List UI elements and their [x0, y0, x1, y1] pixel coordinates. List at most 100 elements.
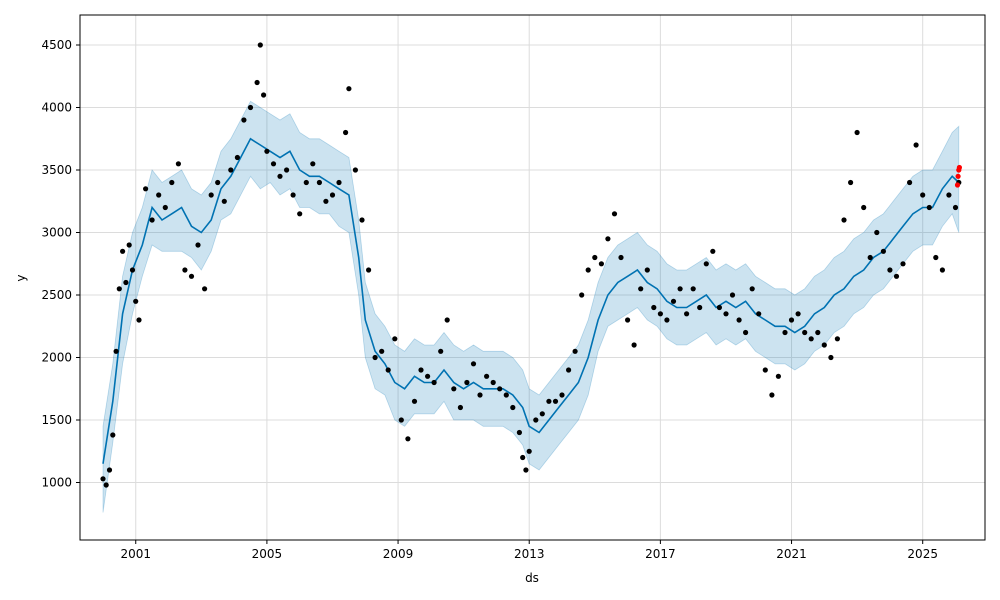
observed-point — [618, 254, 624, 261]
observed-point — [113, 348, 119, 354]
observed-point — [939, 267, 946, 273]
observed-point — [221, 198, 227, 204]
observed-point — [808, 336, 814, 342]
observed-point — [257, 42, 263, 48]
observed-point — [690, 286, 696, 292]
x-tick-label: 2001 — [120, 547, 151, 561]
observed-point — [379, 348, 385, 354]
observed-point — [392, 336, 398, 342]
observed-point — [234, 154, 240, 161]
observed-point — [631, 342, 637, 348]
plot-frame — [79, 14, 986, 541]
y-axis-ticks: 1000 1500 2000 2500 3000 3500 4000 4500 — [41, 38, 80, 490]
observed-point — [592, 254, 598, 261]
observed-point — [821, 342, 827, 348]
observed-point — [670, 298, 677, 304]
observed-point — [202, 286, 208, 292]
observed-point — [247, 104, 254, 111]
observed-point — [762, 367, 768, 373]
observed-point — [664, 317, 670, 323]
observed-point — [149, 217, 155, 223]
forecast-path — [102, 137, 960, 464]
observed-point — [782, 329, 788, 336]
observed-point — [729, 292, 736, 298]
y-tick-label: 1500 — [41, 413, 72, 427]
observed-point — [795, 311, 801, 317]
observed-point — [336, 179, 342, 186]
observed-point — [438, 348, 444, 354]
observed-point — [716, 304, 723, 311]
observed-point — [516, 429, 523, 436]
observed-points — [100, 42, 962, 488]
observed-point — [398, 417, 404, 423]
observed-point — [162, 204, 168, 211]
observed-point — [526, 448, 532, 454]
observed-point — [579, 292, 585, 298]
observed-point — [887, 267, 893, 273]
observed-point — [552, 398, 559, 404]
observed-point — [874, 229, 880, 236]
x-tick-label: 2013 — [514, 547, 545, 561]
observed-point — [352, 167, 358, 173]
observed-point — [497, 386, 503, 392]
observed-point — [123, 279, 129, 286]
observed-point — [644, 267, 650, 273]
y-tick-label: 4000 — [41, 101, 72, 115]
observed-point — [769, 392, 775, 398]
observed-point — [611, 211, 618, 217]
observed-point — [605, 236, 611, 242]
observed-point — [477, 392, 483, 398]
observed-point — [946, 192, 952, 198]
observed-point — [405, 436, 411, 442]
observed-point — [749, 286, 755, 292]
observed-point — [900, 261, 906, 267]
observed-point — [933, 254, 939, 261]
observed-point — [952, 204, 959, 211]
x-tick-label: 2021 — [776, 547, 807, 561]
observed-point — [195, 242, 201, 248]
observed-point — [913, 142, 919, 148]
observed-point — [756, 311, 762, 317]
observed-point — [546, 398, 552, 404]
observed-point — [385, 367, 391, 373]
observed-point — [270, 161, 277, 167]
observed-point — [366, 267, 372, 273]
observed-point — [343, 129, 349, 136]
observed-point — [520, 454, 526, 461]
observed-point — [802, 329, 808, 336]
observed-point — [510, 404, 516, 411]
observed-point — [284, 167, 290, 173]
observed-point — [861, 204, 867, 211]
y-tick-label: 2000 — [41, 351, 72, 365]
observed-point — [241, 117, 247, 123]
observed-point — [303, 179, 309, 186]
plot-area — [80, 15, 985, 540]
observed-point — [880, 248, 887, 254]
observed-point — [310, 161, 316, 167]
observed-point — [523, 467, 529, 473]
observed-point — [572, 348, 578, 354]
recent-points — [954, 164, 963, 188]
y-tick-label: 2500 — [41, 288, 72, 302]
observed-point — [854, 129, 860, 136]
observed-point — [539, 411, 545, 417]
observed-point — [116, 286, 122, 292]
observed-point — [182, 267, 188, 273]
uncertainty-band — [102, 100, 960, 513]
observed-point — [697, 304, 703, 311]
forecast-line — [102, 137, 960, 464]
observed-point — [723, 311, 729, 317]
observed-point — [710, 248, 716, 254]
observed-point — [907, 179, 913, 186]
observed-point — [156, 192, 162, 198]
observed-point — [411, 398, 418, 404]
observed-point — [418, 367, 424, 373]
observed-point — [651, 304, 657, 311]
y-tick-label: 4500 — [41, 38, 72, 52]
recent-point — [956, 164, 963, 171]
observed-point — [133, 298, 139, 304]
recent-point — [954, 182, 961, 188]
observed-point — [598, 261, 605, 267]
observed-point — [175, 161, 181, 167]
